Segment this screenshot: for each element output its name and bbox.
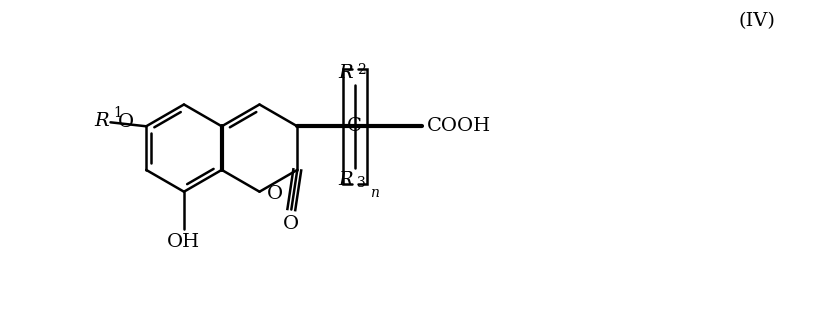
Text: C: C [347, 117, 363, 135]
Text: n: n [370, 186, 379, 200]
Text: O: O [267, 185, 283, 203]
Text: 3: 3 [357, 176, 366, 190]
Text: 1: 1 [114, 107, 122, 121]
Text: 2: 2 [357, 63, 366, 77]
Text: COOH: COOH [427, 117, 491, 135]
Text: O: O [117, 113, 133, 131]
Text: (IV): (IV) [738, 12, 776, 30]
Text: R: R [338, 64, 353, 82]
Text: R: R [338, 171, 353, 189]
Text: R: R [93, 112, 108, 130]
Text: O: O [283, 215, 299, 232]
Text: OH: OH [167, 233, 199, 251]
